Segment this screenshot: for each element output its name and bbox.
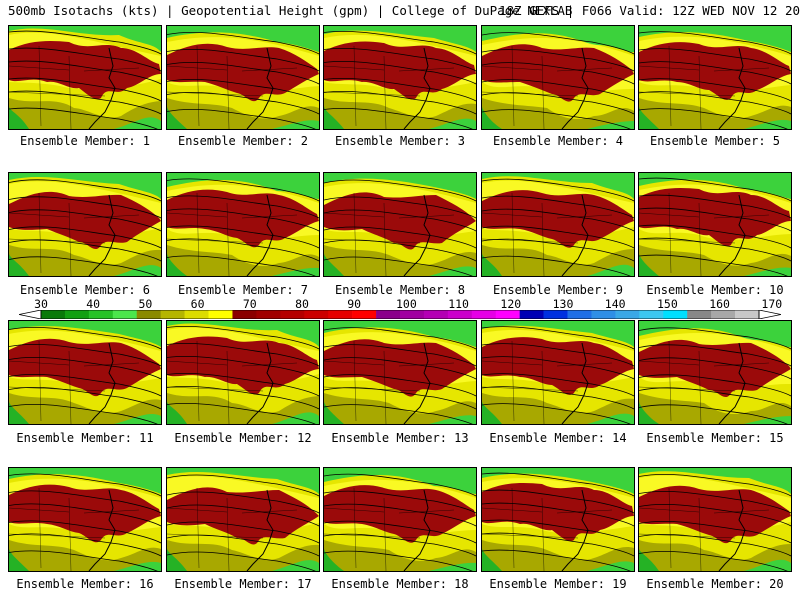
colorbar-swatch [64, 310, 90, 319]
ensemble-member-map [323, 320, 477, 425]
colorbar-swatch [376, 310, 401, 319]
ensemble-member-map [638, 320, 792, 425]
ensemble-member-map [638, 172, 792, 277]
ensemble-member-map [8, 467, 162, 572]
ensemble-member-map [8, 25, 162, 130]
colorbar-swatch [112, 310, 138, 319]
colorbar-tick-label: 140 [604, 297, 626, 311]
colorbar-swatch [400, 310, 425, 319]
colorbar-swatch [663, 310, 688, 319]
ensemble-member-label: Ensemble Member: 12 [174, 431, 312, 445]
ensemble-member-map [481, 467, 635, 572]
ensemble-member-label: Ensemble Member: 7 [177, 283, 309, 297]
colorbar-tick-label: 150 [657, 297, 678, 311]
colorbar-tick-label: 30 [34, 297, 48, 311]
colorbar-swatch [256, 310, 281, 319]
colorbar-swatch [471, 310, 497, 319]
colorbar-tick-label: 130 [552, 297, 574, 311]
colorbar-swatch [591, 310, 616, 319]
colorbar-swatch [304, 310, 329, 319]
colorbar-swatch [639, 310, 664, 319]
ensemble-member-map [8, 320, 162, 425]
colorbar-swatch [447, 310, 473, 319]
colorbar-tick-label: 160 [709, 297, 730, 311]
colorbar-swatch [423, 310, 449, 319]
colorbar-swatch [519, 310, 544, 319]
colorbar-strip [19, 310, 781, 319]
colorbar-swatch [567, 310, 592, 319]
colorbar-tick-label: 120 [500, 297, 522, 311]
ensemble-member-map [166, 320, 320, 425]
colorbar-tick-label: 70 [242, 297, 257, 311]
colorbar-swatch [41, 310, 66, 319]
ensemble-member-label: Ensemble Member: 4 [492, 134, 624, 148]
colorbar-swatch [711, 310, 736, 319]
ensemble-member-label: Ensemble Member: 15 [646, 431, 784, 445]
colorbar-swatch [735, 310, 760, 319]
ensemble-member-map [638, 467, 792, 572]
ensemble-member-map [166, 467, 320, 572]
ensemble-member-map [481, 25, 635, 130]
colorbar-swatch [687, 310, 712, 319]
colorbar-swatch [208, 310, 233, 319]
colorbar-tick-label: 50 [138, 297, 153, 311]
ensemble-member-label: Ensemble Member: 10 [646, 283, 784, 297]
ensemble-member-map [481, 172, 635, 277]
product-title: 500mb Isotachs (kts) | Geopotential Heig… [8, 3, 573, 18]
ensemble-member-map [166, 172, 320, 277]
model-valid-time: 18Z GEFS | F066 Valid: 12Z WED NOV 12 20… [499, 3, 800, 18]
ensemble-member-label: Ensemble Member: 3 [334, 134, 466, 148]
ensemble-member-label: Ensemble Member: 14 [489, 431, 627, 445]
colorbar-tick-label: 40 [86, 297, 101, 311]
colorbar-swatch [280, 310, 305, 319]
ensemble-member-map [166, 25, 320, 130]
ensemble-member-label: Ensemble Member: 1 [19, 134, 151, 148]
colorbar-swatch [136, 310, 161, 319]
ensemble-member-label: Ensemble Member: 2 [177, 134, 309, 148]
ensemble-member-label: Ensemble Member: 13 [331, 431, 469, 445]
ensemble-member-label: Ensemble Member: 16 [16, 577, 154, 591]
colorbar-tick-label: 170 [761, 297, 783, 311]
colorbar-tick-label: 100 [396, 297, 417, 311]
ensemble-member-map [323, 172, 477, 277]
colorbar-swatch [328, 310, 353, 319]
colorbar-swatch [232, 310, 257, 319]
ensemble-member-label: Ensemble Member: 8 [334, 283, 466, 297]
ensemble-member-label: Ensemble Member: 9 [492, 283, 624, 297]
ensemble-member-label: Ensemble Member: 17 [174, 577, 312, 591]
ensemble-member-label: Ensemble Member: 6 [19, 283, 151, 297]
ensemble-member-label: Ensemble Member: 18 [331, 577, 469, 591]
colorbar-swatch [88, 310, 114, 319]
colorbar-swatch [543, 310, 568, 319]
ensemble-member-map [8, 172, 162, 277]
colorbar-tick-label: 60 [190, 297, 205, 311]
ensemble-member-label: Ensemble Member: 20 [646, 577, 784, 591]
colorbar-high-arrow [758, 310, 781, 319]
map-title: 500mb Isotachs (kts) | Geopotential Heig… [0, 3, 800, 23]
colorbar-tick-label: 90 [347, 297, 362, 311]
colorbar-tick-label: 110 [448, 297, 469, 311]
colorbar-swatch [615, 310, 640, 319]
ensemble-member-map [323, 25, 477, 130]
ensemble-member-map [481, 320, 635, 425]
colorbar-swatch [352, 310, 377, 319]
colorbar-legend: 30 40 50 60 70 80 90 100 110 120 130 140 150 160 170 [0, 297, 800, 321]
colorbar-swatch [184, 310, 209, 319]
colorbar-swatch [160, 310, 185, 319]
ensemble-member-label: Ensemble Member: 11 [16, 431, 154, 445]
ensemble-member-label: Ensemble Member: 19 [489, 577, 627, 591]
colorbar-low-arrow [19, 310, 42, 319]
colorbar-swatch [495, 310, 520, 319]
ensemble-member-map [323, 467, 477, 572]
colorbar-tick-label: 80 [295, 297, 309, 311]
ensemble-member-map [638, 25, 792, 130]
ensemble-member-label: Ensemble Member: 5 [649, 134, 781, 148]
